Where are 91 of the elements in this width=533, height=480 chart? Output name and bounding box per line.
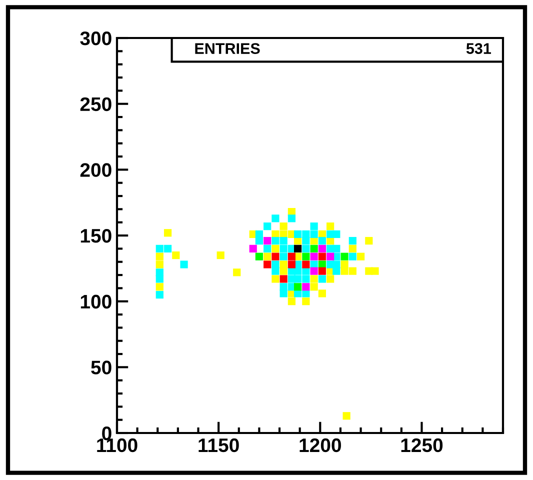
point: [302, 283, 310, 291]
point: [332, 244, 340, 252]
point: [340, 267, 348, 275]
point: [348, 236, 356, 245]
x-tick-label: 1200: [300, 438, 341, 452]
point: [288, 214, 296, 222]
point: [280, 267, 288, 275]
point: [156, 260, 164, 268]
y-tick-label: 200: [80, 163, 112, 177]
point: [318, 252, 326, 260]
point: [342, 412, 350, 420]
point: [310, 230, 318, 238]
point: [272, 236, 280, 245]
point: [318, 267, 326, 275]
point: [164, 229, 172, 237]
point: [332, 267, 340, 275]
x-tick-label: 1250: [401, 438, 443, 452]
point: [310, 275, 318, 283]
point: [318, 236, 326, 245]
point: [156, 252, 164, 260]
point: [233, 268, 241, 276]
point: [348, 252, 356, 260]
point: [310, 267, 318, 275]
point: [356, 252, 365, 260]
point: [156, 283, 164, 291]
point: [348, 244, 356, 252]
point: [264, 252, 272, 260]
point: [255, 236, 264, 245]
point: [280, 222, 288, 230]
point: [302, 236, 310, 245]
point: [294, 275, 302, 283]
point: [280, 244, 288, 252]
annotation: 531: [466, 43, 491, 54]
point: [310, 244, 318, 252]
point: [272, 214, 280, 222]
point: [272, 252, 280, 260]
point: [280, 236, 288, 245]
point: [318, 244, 326, 252]
y-tick-label: 0: [102, 426, 112, 440]
point: [302, 298, 310, 306]
point: [280, 252, 288, 260]
point: [310, 222, 318, 230]
point: [332, 230, 340, 238]
point: [302, 244, 310, 252]
point: [280, 275, 288, 283]
point: [264, 244, 272, 252]
point: [326, 222, 334, 230]
point: [371, 267, 379, 275]
y-tick-label: 150: [80, 228, 112, 243]
y-tick-label: 50: [91, 360, 112, 374]
point: [340, 252, 348, 260]
point: [302, 260, 310, 268]
point: [318, 290, 326, 298]
point: [264, 222, 272, 230]
point: [280, 290, 288, 298]
point: [365, 236, 373, 245]
point: [288, 260, 296, 268]
annotation: ENTRIES: [195, 43, 260, 54]
point: [156, 244, 164, 252]
point: [172, 251, 180, 260]
point: [310, 252, 318, 260]
point: [249, 244, 257, 252]
point: [288, 252, 296, 260]
point: [294, 244, 302, 252]
point: [264, 236, 272, 245]
point: [272, 244, 280, 252]
point: [272, 267, 280, 275]
point: [294, 230, 302, 238]
point: [156, 275, 164, 283]
point: [294, 267, 302, 275]
point: [326, 252, 334, 260]
point: [216, 251, 224, 260]
y-tick-label: 250: [80, 97, 112, 112]
point: [310, 283, 318, 291]
point: [302, 252, 310, 260]
point: [294, 283, 302, 291]
point: [302, 275, 310, 283]
point: [164, 244, 172, 252]
point: [348, 267, 356, 275]
point: [255, 252, 264, 260]
y-tick-label: 300: [80, 31, 112, 46]
point: [326, 275, 334, 283]
x-tick-label: 1100: [97, 438, 138, 452]
x-tick-label: 1150: [198, 438, 239, 452]
point: [264, 260, 272, 268]
point: [180, 260, 188, 268]
point: [288, 298, 296, 306]
point: [272, 275, 280, 283]
point: [156, 290, 164, 299]
y-tick-label: 100: [80, 294, 112, 309]
point: [318, 275, 326, 283]
